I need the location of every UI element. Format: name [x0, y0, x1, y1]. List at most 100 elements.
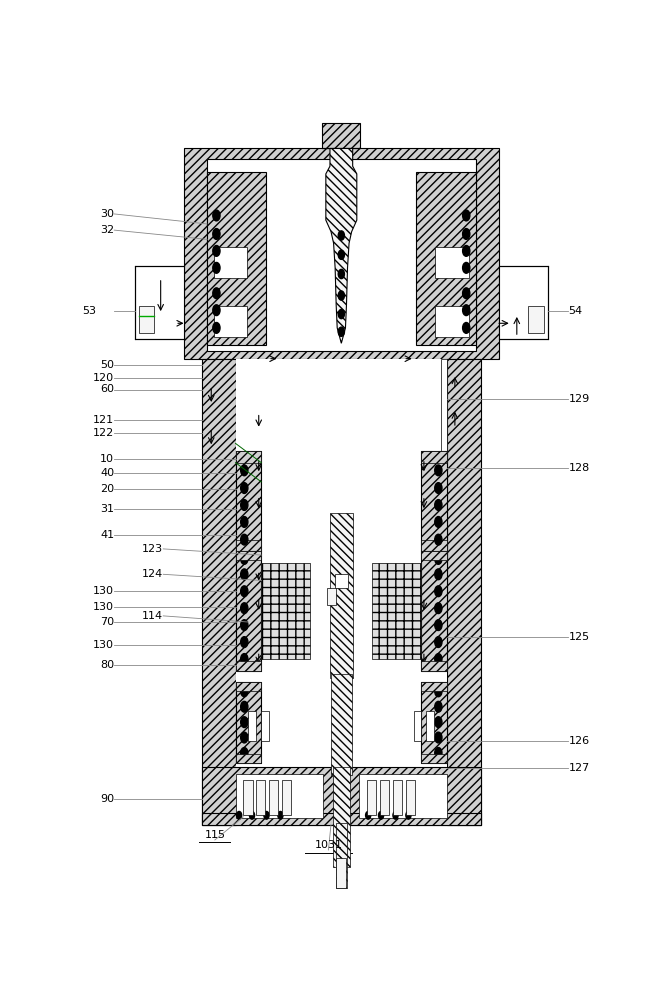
Circle shape — [435, 748, 442, 758]
Bar — [336, 858, 346, 888]
Circle shape — [236, 811, 242, 819]
Circle shape — [240, 686, 248, 697]
Text: 126: 126 — [568, 736, 589, 746]
Bar — [447, 359, 481, 825]
Text: 127: 127 — [568, 763, 589, 773]
Circle shape — [406, 811, 411, 819]
Bar — [393, 780, 402, 815]
Bar — [422, 682, 447, 763]
Bar — [261, 563, 310, 659]
Circle shape — [435, 569, 442, 580]
Circle shape — [435, 603, 442, 614]
Circle shape — [264, 811, 269, 819]
Circle shape — [213, 246, 220, 256]
Circle shape — [240, 732, 248, 743]
Bar — [202, 767, 481, 825]
Text: 120: 120 — [93, 373, 115, 383]
Circle shape — [435, 500, 442, 510]
Circle shape — [338, 327, 344, 336]
Circle shape — [213, 229, 220, 239]
Circle shape — [435, 620, 442, 631]
Circle shape — [338, 250, 344, 259]
Bar — [422, 551, 447, 560]
Bar — [214, 306, 247, 337]
Circle shape — [240, 554, 248, 564]
Circle shape — [435, 701, 442, 712]
Circle shape — [213, 288, 220, 299]
Bar — [236, 661, 261, 671]
Circle shape — [463, 229, 470, 239]
Bar — [327, 588, 336, 605]
Circle shape — [435, 465, 442, 476]
Text: 130: 130 — [93, 586, 115, 596]
Circle shape — [435, 654, 442, 664]
Bar — [202, 359, 236, 825]
Text: 70: 70 — [100, 617, 115, 627]
Text: 121: 121 — [93, 415, 115, 425]
Bar — [333, 767, 350, 867]
Text: 124: 124 — [142, 569, 163, 579]
Circle shape — [435, 517, 442, 527]
Text: 53: 53 — [82, 306, 96, 316]
Bar — [360, 774, 447, 818]
Circle shape — [338, 269, 344, 279]
Text: 122: 122 — [93, 428, 115, 438]
Text: 130: 130 — [93, 640, 115, 650]
Circle shape — [240, 586, 248, 597]
Bar — [331, 674, 352, 774]
Text: 128: 128 — [568, 463, 589, 473]
Bar — [406, 780, 415, 815]
Circle shape — [213, 305, 220, 316]
Bar — [236, 551, 261, 671]
Text: 115: 115 — [204, 830, 225, 840]
Circle shape — [463, 305, 470, 316]
Circle shape — [240, 500, 248, 510]
Bar — [261, 711, 269, 741]
Text: 90: 90 — [100, 794, 115, 804]
Bar — [207, 158, 476, 351]
Circle shape — [393, 811, 398, 819]
Bar — [135, 266, 184, 339]
Circle shape — [463, 262, 470, 273]
Circle shape — [240, 620, 248, 631]
Text: 1031: 1031 — [314, 840, 342, 850]
Bar — [335, 574, 348, 588]
Text: 40: 40 — [100, 468, 115, 478]
Circle shape — [435, 732, 442, 743]
Bar — [422, 540, 447, 551]
Bar — [422, 451, 447, 551]
Circle shape — [240, 465, 248, 476]
Circle shape — [240, 654, 248, 664]
Circle shape — [366, 811, 371, 819]
Text: 31: 31 — [100, 504, 115, 514]
Circle shape — [435, 534, 442, 545]
Circle shape — [240, 517, 248, 527]
Circle shape — [463, 210, 470, 221]
Bar — [336, 823, 347, 888]
Text: 129: 129 — [568, 394, 589, 404]
Circle shape — [240, 569, 248, 580]
Circle shape — [278, 811, 283, 819]
Bar — [207, 172, 266, 345]
Bar — [243, 780, 252, 815]
Bar — [367, 780, 376, 815]
Circle shape — [463, 323, 470, 333]
Text: 32: 32 — [100, 225, 115, 235]
Circle shape — [435, 717, 442, 728]
Bar — [269, 780, 278, 815]
Bar — [528, 306, 543, 333]
Circle shape — [213, 262, 220, 273]
Circle shape — [240, 748, 248, 758]
Bar — [236, 682, 261, 691]
Text: 125: 125 — [568, 632, 589, 642]
Bar — [236, 774, 323, 818]
Circle shape — [240, 483, 248, 493]
Bar — [202, 813, 481, 825]
Bar — [422, 754, 447, 763]
Bar — [380, 780, 390, 815]
Bar — [422, 451, 447, 463]
Text: 50: 50 — [100, 360, 115, 370]
Bar — [236, 451, 261, 551]
Text: 41: 41 — [100, 530, 115, 540]
Bar — [436, 247, 469, 278]
